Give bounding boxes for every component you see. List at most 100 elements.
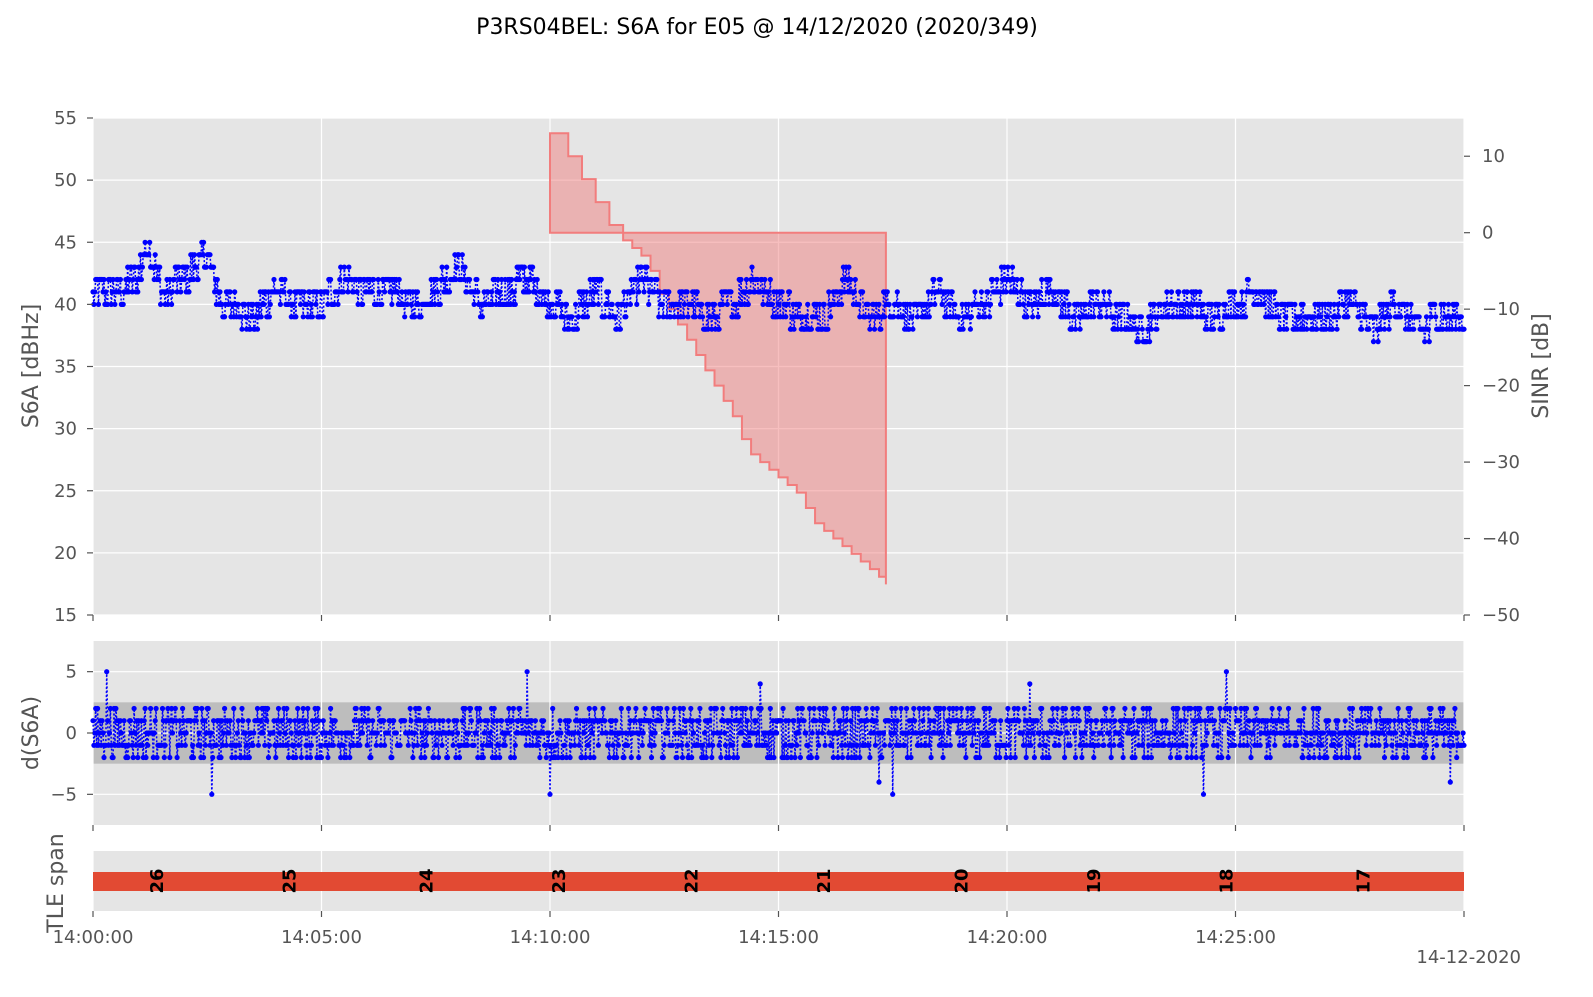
x-tick-label: 14:25:00 <box>1195 927 1276 948</box>
s6a-point <box>287 289 293 295</box>
s6a-point <box>195 276 201 283</box>
s6a-point <box>399 289 405 295</box>
tle-y-label: TLE span <box>44 833 69 933</box>
tle-label: 25 <box>280 868 301 893</box>
s6a-point <box>103 289 109 295</box>
date-label: 14-12-2020 <box>1416 947 1521 968</box>
ds6a-point <box>376 705 382 712</box>
y-tick-label: 5 <box>66 662 77 683</box>
tle-label: 24 <box>417 868 438 893</box>
s6a-y-label: S6A [dBHz] <box>19 304 44 428</box>
y-tick-label: 40 <box>54 294 77 315</box>
ds6a-panel: −5 0 5 d(S6A) <box>19 641 1467 831</box>
s6a-point <box>152 252 158 258</box>
sinr-area <box>549 132 887 585</box>
s6a-point <box>297 301 304 307</box>
s6a-point <box>142 239 148 245</box>
sinr-region <box>549 132 887 585</box>
s6a-point <box>129 289 135 295</box>
y-tick-label: 30 <box>54 419 77 440</box>
s6a-point <box>293 314 299 320</box>
s6a-point <box>190 276 197 283</box>
y-tick-label: 55 <box>54 108 77 129</box>
s6a-point <box>444 264 450 270</box>
s6a-point <box>671 314 677 320</box>
chart-title: P3RS04BEL: S6A for E05 @ 14/12/2020 (202… <box>476 15 1038 40</box>
ds6a-y-label: d(S6A) <box>19 696 44 770</box>
s6a-point <box>254 326 261 332</box>
s6a-point <box>757 289 763 295</box>
y2-tick-label: −50 <box>1482 605 1520 626</box>
x-tick-label: 14:15:00 <box>738 927 819 948</box>
s6a-points <box>90 239 1467 345</box>
sinr-y-label: SINR [dB] <box>1529 313 1554 418</box>
s6a-point <box>313 301 319 307</box>
tle-label: 19 <box>1084 868 1105 893</box>
s6a-point <box>728 289 734 295</box>
s6a-point <box>716 326 722 332</box>
s6a-point <box>325 301 331 307</box>
s6a-point <box>211 264 217 270</box>
ds6a-x-tick-marks <box>92 825 1465 831</box>
s6a-point <box>158 301 164 307</box>
y2-tick-label: 0 <box>1482 223 1493 244</box>
s6a-point <box>389 301 395 307</box>
y-tick-label: −5 <box>50 784 77 805</box>
x-axis-ticks: 14:00:00 14:05:00 14:10:00 14:15:00 14:20:00… <box>53 911 1465 948</box>
s6a-point <box>239 326 245 332</box>
s6a-x-tick-marks <box>92 615 1465 621</box>
x-tick-label: 14:05:00 <box>281 927 362 948</box>
y-tick-label: 0 <box>66 723 77 744</box>
s6a-point <box>108 301 114 307</box>
s6a-point <box>624 301 630 307</box>
y-tick-label: 15 <box>54 605 77 626</box>
s6a-point <box>169 301 175 307</box>
tle-label: 18 <box>1216 868 1237 893</box>
s6a-point <box>752 289 758 295</box>
s6a-point <box>575 314 581 320</box>
x-tick-label: 14:20:00 <box>967 927 1048 948</box>
s6a-point <box>598 276 604 283</box>
s6a-point <box>745 301 751 307</box>
s6a-point <box>174 289 180 295</box>
tle-label: 20 <box>951 868 972 893</box>
s6a-panel: 15 20 25 30 35 40 45 50 55 −50 −40 −30 −20 −10 0 10 S6… <box>19 108 1554 626</box>
s6a-point <box>232 289 238 295</box>
s6a-point <box>595 301 602 307</box>
s6a-point <box>584 314 591 320</box>
s6a-point <box>242 301 248 307</box>
y-tick-label: 50 <box>54 170 77 191</box>
s6a-point <box>437 301 443 307</box>
tle-label: 26 <box>147 868 168 893</box>
tle-label: 21 <box>814 868 835 893</box>
tle-label: 23 <box>549 868 570 893</box>
tle-label: 22 <box>682 868 703 893</box>
s6a-point <box>207 252 213 258</box>
y2-tick-label: −30 <box>1482 452 1520 473</box>
s6a-point <box>521 264 528 270</box>
y2-tick-label: −20 <box>1482 376 1520 397</box>
tle-label: 17 <box>1354 868 1375 893</box>
y-tick-label: 20 <box>54 543 77 564</box>
ds6a-y-ticks: −5 0 5 <box>50 662 93 805</box>
s6a-point <box>627 301 634 307</box>
tle-panel: 26 25 24 23 22 21 20 19 18 17 14:00:00 14:05:00 14:… <box>44 833 1465 948</box>
y2-tick-label: −40 <box>1482 529 1520 550</box>
s6a-point <box>147 239 153 245</box>
y-tick-label: 25 <box>54 481 77 502</box>
s6a-point <box>355 301 361 307</box>
s6a-point <box>453 276 459 283</box>
x-tick-label: 14:10:00 <box>510 927 591 948</box>
s6a-y-ticks: 15 20 25 30 35 40 45 50 55 <box>54 108 93 626</box>
y2-tick-label: −10 <box>1482 299 1520 320</box>
s6a-point <box>475 289 481 295</box>
s6a-point <box>345 289 351 295</box>
y2-tick-label: 10 <box>1482 146 1505 167</box>
s6a-point <box>602 314 608 320</box>
y-tick-label: 45 <box>54 232 77 253</box>
sinr-y-ticks: −50 −40 −30 −20 −10 0 10 <box>1464 146 1520 626</box>
s6a-point <box>681 301 688 307</box>
s6a-point <box>495 276 501 283</box>
ds6a-point <box>1219 754 1225 761</box>
